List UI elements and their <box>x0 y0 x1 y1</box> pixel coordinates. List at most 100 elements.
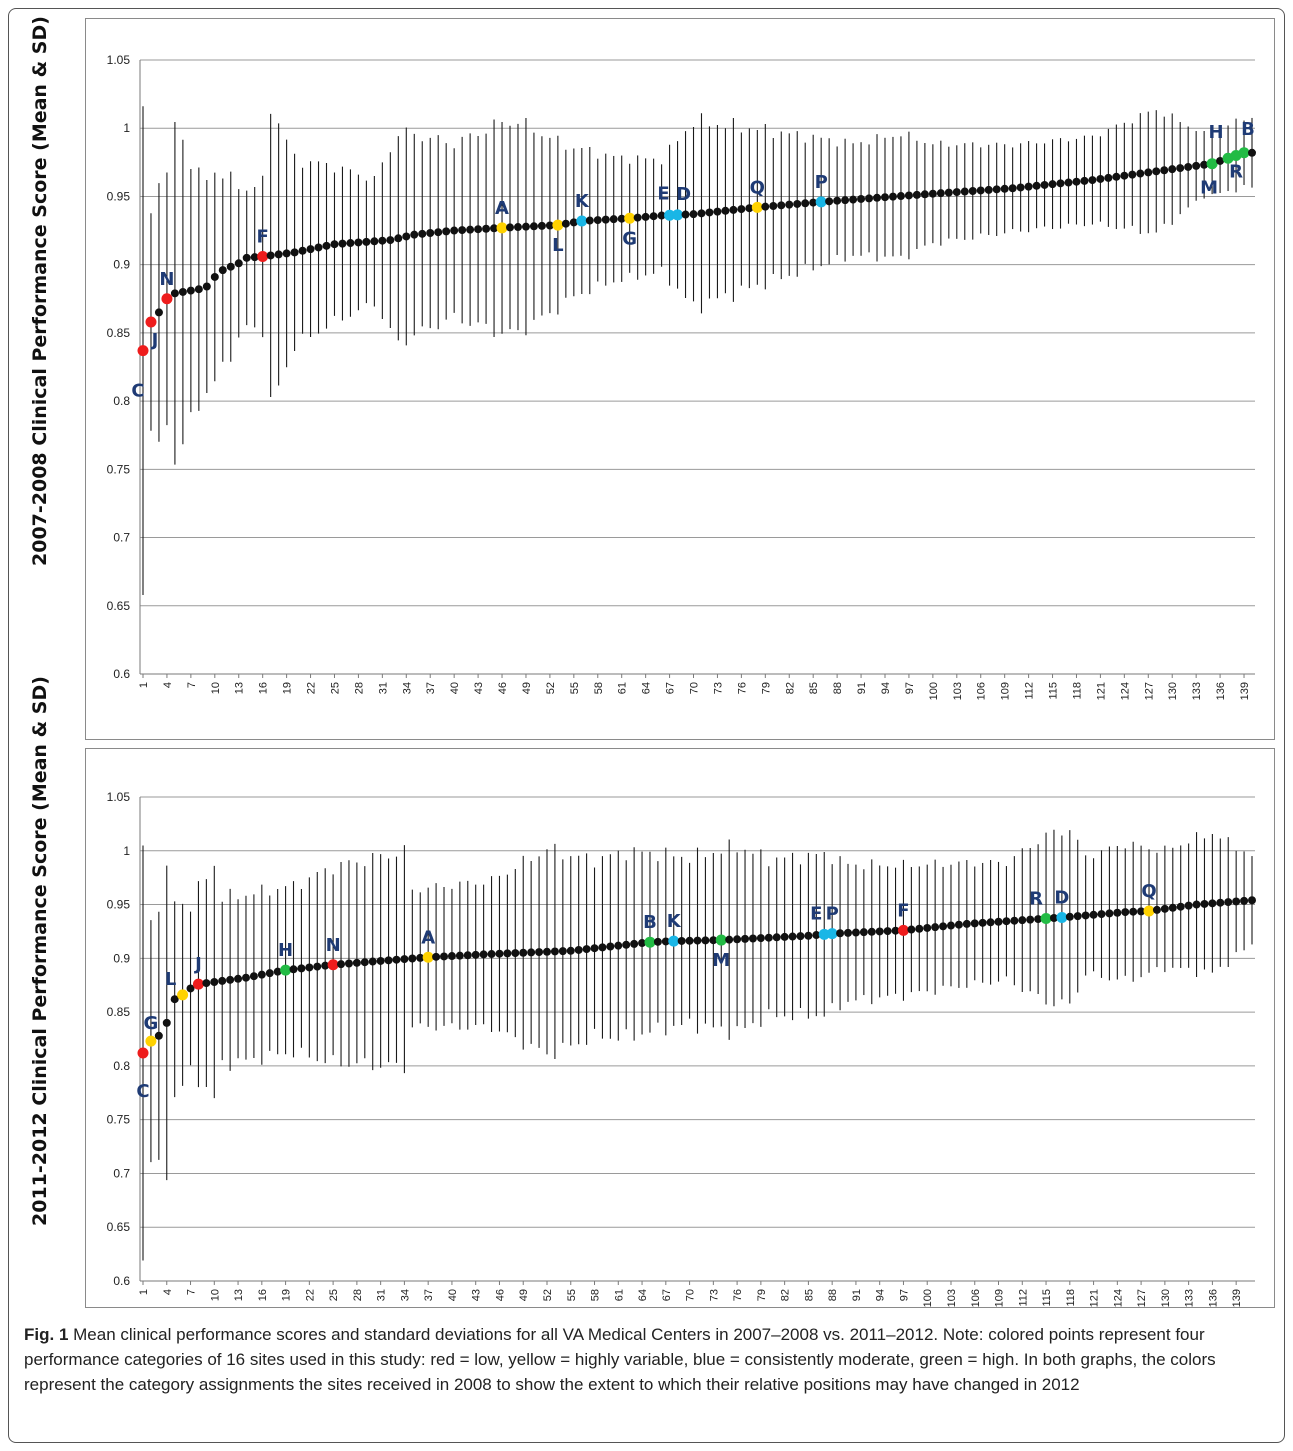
x-tick-label: 43 <box>471 1289 483 1301</box>
y-tick-label: 0.95 <box>107 898 131 912</box>
data-point <box>609 215 618 224</box>
data-point <box>368 957 377 966</box>
data-point <box>360 958 369 967</box>
data-point <box>537 221 546 230</box>
data-point <box>873 193 882 202</box>
data-point <box>1089 910 1098 919</box>
site-label: P <box>826 904 839 925</box>
x-tick-label: 64 <box>641 682 653 694</box>
data-point <box>503 949 512 958</box>
x-tick-label: 139 <box>1231 1289 1243 1307</box>
highlighted-site-point <box>1238 147 1250 159</box>
data-point <box>875 927 884 936</box>
y-tick-label: 1.05 <box>107 790 131 804</box>
data-point <box>804 931 813 940</box>
data-point <box>162 1018 171 1027</box>
data-point <box>566 946 575 955</box>
data-point <box>788 932 797 941</box>
data-point <box>1080 176 1089 185</box>
caption-text: Mean clinical performance scores and sta… <box>24 1325 1216 1394</box>
data-point <box>606 942 615 951</box>
site-label: K <box>667 911 682 932</box>
highlighted-site-point <box>137 1047 149 1059</box>
x-tick-label: 31 <box>377 682 389 694</box>
x-tick-label: 70 <box>689 682 701 694</box>
data-point <box>218 976 227 985</box>
data-point <box>761 202 770 211</box>
site-label: Q <box>750 177 765 198</box>
data-point <box>170 289 179 298</box>
x-tick-label: 112 <box>1024 682 1036 700</box>
data-point <box>1128 170 1137 179</box>
y-tick-label: 0.85 <box>107 1005 131 1019</box>
data-point <box>677 936 686 945</box>
data-point <box>194 285 203 294</box>
x-tick-label: 49 <box>521 682 533 694</box>
chart-2-svg: 0.6 0.65 0.7 0.75 0.8 0.85 0.9 0.95 1 1.05 1 4 7 10 13… <box>107 790 1256 1307</box>
data-point <box>434 228 443 237</box>
y-tick-label: 0.9 <box>113 951 130 965</box>
x-tick-label: 94 <box>880 682 892 694</box>
highlighted-site-point <box>1206 158 1218 170</box>
data-point <box>653 937 662 946</box>
data-point <box>450 226 459 235</box>
site-label: H <box>278 940 293 961</box>
data-point <box>1008 184 1017 193</box>
data-point <box>506 223 515 232</box>
data-point <box>400 955 409 964</box>
data-point <box>661 937 670 946</box>
highlighted-site-point <box>552 219 564 231</box>
x-tick-label: 118 <box>1065 1289 1077 1307</box>
data-point <box>891 926 900 935</box>
data-point <box>1200 899 1209 908</box>
x-tick-label: 73 <box>708 1289 720 1301</box>
data-point <box>265 969 274 978</box>
site-label: M <box>712 950 730 971</box>
x-tick-label: 52 <box>542 1289 554 1301</box>
x-tick-label: 103 <box>946 1289 958 1307</box>
data-point <box>657 211 666 220</box>
data-point <box>313 962 322 971</box>
data-point <box>772 933 781 942</box>
data-point <box>851 928 860 937</box>
x-tick-label: 124 <box>1119 682 1131 700</box>
data-point <box>210 272 219 281</box>
x-tick-label: 115 <box>1041 1289 1053 1307</box>
data-point <box>354 238 363 247</box>
data-point <box>1176 902 1185 911</box>
data-point <box>289 965 298 974</box>
x-tick-label: 94 <box>875 1289 887 1301</box>
data-point <box>521 222 530 231</box>
x-tick-label: 133 <box>1184 1289 1196 1307</box>
data-point <box>542 947 551 956</box>
data-point <box>322 241 331 250</box>
data-point <box>1168 903 1177 912</box>
data-point <box>1016 183 1025 192</box>
data-point <box>392 955 401 964</box>
data-point <box>1002 917 1011 926</box>
site-label: L <box>552 235 563 256</box>
y-tick-label: 0.6 <box>113 667 130 681</box>
data-point <box>1216 156 1225 165</box>
site-label: J <box>193 954 202 975</box>
data-point <box>550 947 559 956</box>
data-point <box>234 259 243 268</box>
data-point <box>1240 896 1249 905</box>
x-tick-label: 25 <box>328 1289 340 1301</box>
data-point <box>519 948 528 957</box>
data-point <box>705 208 714 217</box>
data-point <box>527 948 536 957</box>
data-point <box>266 251 275 260</box>
data-point <box>1112 172 1121 181</box>
y-tick-label: 0.65 <box>107 599 131 613</box>
x-tick-label: 58 <box>593 682 605 694</box>
data-point <box>954 920 963 929</box>
x-tick-label: 40 <box>449 682 461 694</box>
x-tick-label: 97 <box>904 682 916 694</box>
data-point <box>859 928 868 937</box>
highlighted-site-point <box>496 222 508 234</box>
highlighted-site-point <box>751 201 763 213</box>
data-point <box>250 253 259 262</box>
data-point <box>529 222 538 231</box>
x-tick-label: 79 <box>760 682 772 694</box>
